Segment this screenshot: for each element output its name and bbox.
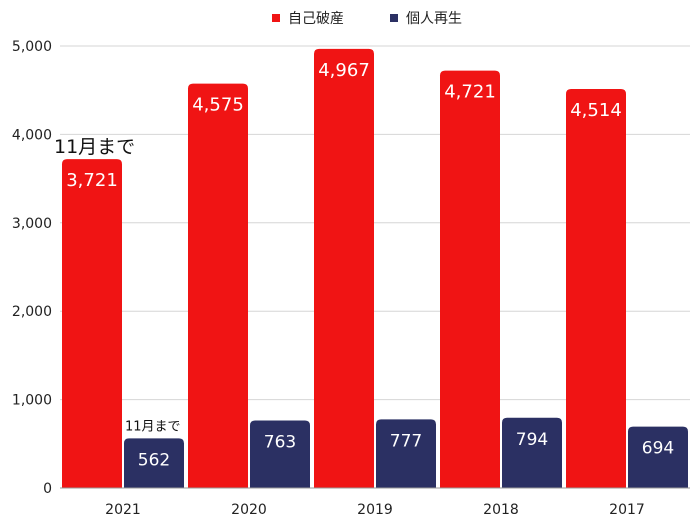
bar-rehabilitation — [250, 420, 310, 488]
bar-bankruptcy — [314, 48, 374, 488]
legend-swatch — [272, 14, 280, 22]
y-tick-label: 3,000 — [12, 216, 52, 232]
x-tick-label: 2020 — [231, 502, 267, 518]
x-tick-label: 2021 — [105, 502, 141, 518]
data-label: 4,575 — [192, 95, 244, 116]
data-label: 4,514 — [570, 100, 622, 121]
data-label: 763 — [264, 433, 296, 453]
x-tick-label: 2018 — [483, 502, 519, 518]
bar-bankruptcy — [566, 88, 626, 488]
bar-rehabilitation — [628, 426, 688, 488]
legend-label: 自己破産 — [288, 11, 344, 27]
legend-swatch — [390, 14, 398, 22]
data-label: 4,967 — [318, 60, 370, 81]
y-tick-label: 0 — [43, 481, 52, 497]
bar-rehabilitation — [376, 419, 436, 488]
data-label: 694 — [642, 439, 674, 459]
x-tick-label: 2017 — [609, 502, 645, 518]
data-label: 794 — [516, 430, 548, 450]
y-tick-label: 5,000 — [12, 39, 52, 55]
bar-rehabilitation — [502, 417, 562, 488]
y-tick-label: 1,000 — [12, 393, 52, 409]
x-tick-label: 2019 — [357, 502, 393, 518]
annotation-note: 11月まで — [54, 136, 135, 158]
annotation-note: 11月まで — [125, 419, 181, 434]
bar-bankruptcy — [62, 159, 122, 488]
y-tick-label: 4,000 — [12, 127, 52, 143]
y-tick-label: 2,000 — [12, 304, 52, 320]
legend-label: 個人再生 — [406, 11, 462, 27]
data-label: 3,721 — [66, 170, 118, 191]
bar-rehabilitation — [124, 438, 184, 488]
data-label: 777 — [390, 431, 422, 451]
data-label: 562 — [138, 450, 170, 470]
bar-bankruptcy — [188, 83, 248, 488]
data-label: 4,721 — [444, 82, 496, 103]
bar-bankruptcy — [440, 70, 500, 488]
